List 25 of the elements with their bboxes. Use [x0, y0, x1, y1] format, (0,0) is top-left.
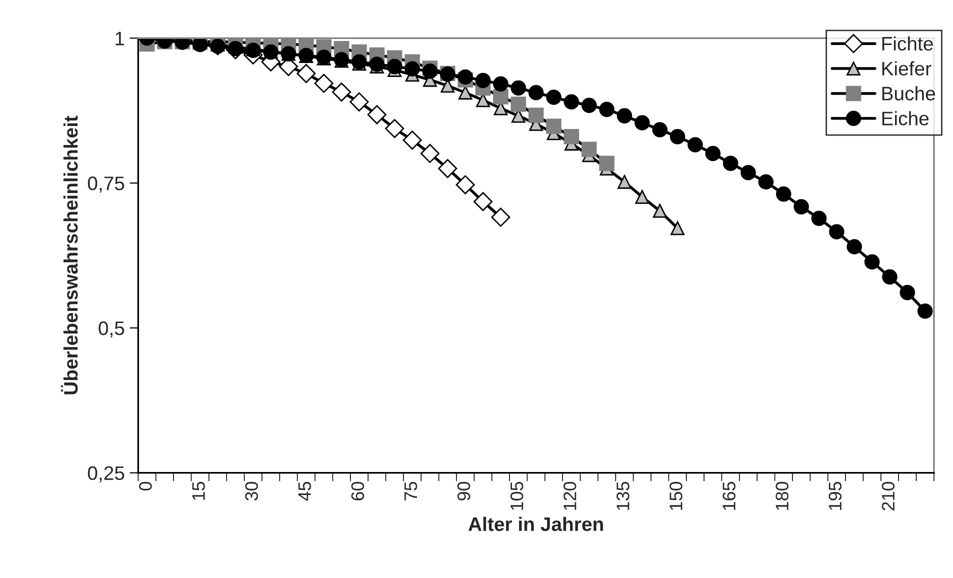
legend-label: Eiche — [882, 111, 929, 126]
x-tick-label: 195 — [828, 482, 842, 510]
x-tick-label: 0 — [139, 482, 152, 490]
x-tick-label: 15 — [192, 482, 205, 500]
y-axis-title: Überlebenswahrscheinlichkeit — [60, 116, 78, 394]
x-tick-label: 75 — [404, 482, 418, 500]
y-tick-label: 1 — [116, 32, 124, 46]
y-tick-label: 0,5 — [98, 321, 124, 338]
x-tick-label: 135 — [616, 482, 630, 510]
legend-label: Kiefer — [882, 61, 932, 76]
x-tick-label: 165 — [722, 482, 736, 510]
x-tick-label: 210 — [882, 482, 895, 510]
legend-label: Buche — [882, 86, 936, 100]
y-tick-label: 0,25 — [88, 466, 124, 482]
y-tick-label: 0,75 — [88, 176, 124, 193]
x-tick-label: 90 — [457, 482, 470, 500]
x-tick-label: 120 — [563, 482, 576, 510]
x-tick-label: 105 — [510, 482, 524, 510]
legend-label: Fichte — [882, 36, 933, 51]
x-tick-label: 60 — [351, 482, 364, 500]
x-axis-title: Alter in Jahren — [468, 516, 603, 532]
x-tick-label: 180 — [776, 482, 788, 510]
x-tick-label: 150 — [670, 482, 682, 510]
x-tick-label: 30 — [245, 482, 258, 501]
x-tick-label: 45 — [298, 482, 312, 501]
